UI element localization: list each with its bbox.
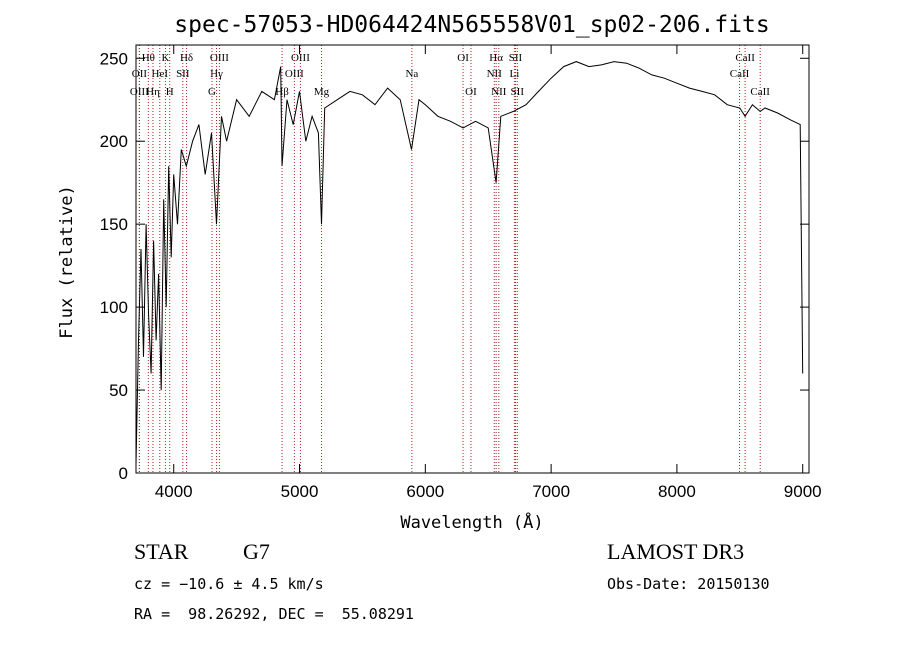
object-type: STAR — [134, 539, 189, 564]
y-tick-label: 100 — [100, 298, 128, 317]
x-axis-label: Wavelength (Å) — [400, 511, 543, 533]
y-tick-label: 50 — [109, 381, 128, 400]
spectral-line-label: Hδ — [180, 52, 193, 64]
spectral-line-label: Hγ — [210, 68, 223, 80]
spectral-line-label: H — [166, 86, 174, 98]
y-tick-label: 250 — [100, 49, 128, 68]
spectral-line-label: SII — [176, 68, 190, 80]
spectral-line-label: SII — [509, 52, 523, 64]
plot-frame — [135, 44, 810, 474]
y-tick-label: 150 — [100, 215, 128, 234]
spectral-line-label: OIII — [291, 52, 310, 64]
spectral-line-label: SII — [511, 86, 525, 98]
x-tick-label: 4000 — [155, 482, 193, 501]
x-tick-label: 9000 — [784, 482, 822, 501]
spectral-line-label: Hα — [489, 52, 503, 64]
x-axis: 4000 5000 6000 7000 8000 9000 — [155, 45, 822, 501]
y-tick-label: 200 — [100, 132, 128, 151]
spectral-line-label: OI — [457, 52, 469, 64]
y-tick-label: 0 — [119, 464, 128, 483]
spectral-line-label: CaII — [730, 68, 750, 80]
x-tick-label: 7000 — [532, 482, 570, 501]
subclass: G7 — [243, 539, 270, 564]
spectral-line-label: NII — [491, 86, 507, 98]
spectral-line-label: HeI — [152, 68, 169, 80]
spectral-line-label: Hθ — [142, 52, 155, 64]
redshift-cz: cz = −10.6 ± 4.5 km/s — [134, 575, 324, 593]
x-tick-label: 8000 — [658, 482, 696, 501]
spectral-line-label: OIII — [130, 86, 149, 98]
ra-dec-coordinates: RA = 98.26292, DEC = 55.08291 — [134, 605, 414, 623]
y-axis: 0 50 100 150 200 250 — [100, 49, 809, 483]
spectral-line-label: Hη — [146, 86, 160, 98]
spectral-line-label: OIII — [285, 68, 304, 80]
spectral-line-label: Na — [405, 68, 418, 80]
spectrum-series-line — [135, 61, 804, 465]
spectral-line-label: Li — [509, 68, 519, 80]
chart-title: spec-57053-HD064424N565558V01_sp02-206.f… — [174, 12, 769, 38]
x-tick-label: 6000 — [406, 482, 444, 501]
spectral-line-label: NII — [487, 68, 503, 80]
spectral-line-label: CaII — [735, 52, 755, 64]
x-tick-label: 5000 — [281, 482, 319, 501]
y-axis-label: Flux (relative) — [57, 185, 77, 339]
spectral-line-label: Mg — [314, 86, 330, 98]
spectral-line-label: CaII — [750, 86, 770, 98]
spectral-line-label: K — [161, 52, 169, 64]
spectral-line-label: Hβ — [275, 86, 289, 98]
survey-name: LAMOST DR3 — [607, 539, 745, 564]
spectral-line-label: OI — [465, 86, 477, 98]
observation-date: Obs-Date: 20150130 — [607, 575, 770, 593]
spectral-line-label: G — [208, 86, 216, 98]
spectral-line-label: OIII — [210, 52, 229, 64]
